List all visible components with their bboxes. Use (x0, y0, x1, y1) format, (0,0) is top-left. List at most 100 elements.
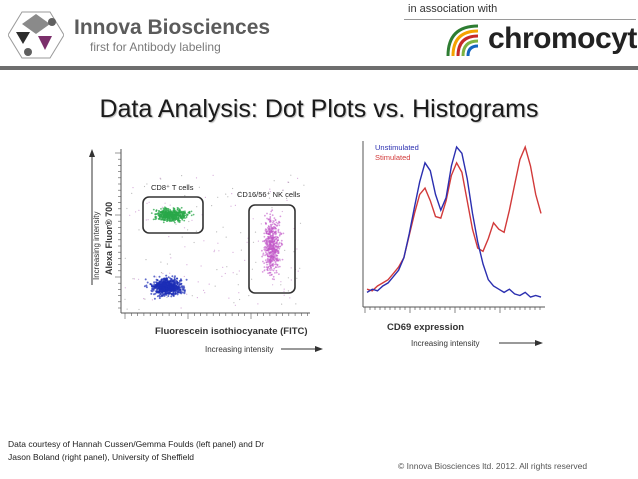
dot-plot-event (239, 298, 241, 301)
dot-plot-event (225, 193, 227, 195)
dot-plot-event (185, 278, 188, 281)
dot-plot-event (275, 238, 278, 240)
dot-plot-event (238, 292, 240, 294)
dot-plot-event (164, 217, 167, 220)
dot-plot-event (147, 219, 149, 221)
association-divider (404, 19, 636, 20)
dot-plot-event (200, 265, 202, 267)
dot-plot-x-arrowhead (315, 346, 323, 352)
dot-plot-event (265, 261, 268, 264)
dot-plot-event (204, 292, 206, 294)
dot-plot-event (173, 293, 176, 296)
dot-plot-event (268, 197, 271, 199)
dot-plot-event (165, 274, 168, 277)
dot-plot-event (272, 269, 275, 272)
dot-plot-event (170, 210, 172, 212)
dot-plot-event (261, 271, 264, 273)
dot-plot-event (216, 231, 218, 233)
dot-plot-event (162, 293, 165, 296)
dot-plot-event (270, 210, 273, 213)
dot-plot-event (213, 251, 215, 253)
dot-plot-event (265, 230, 268, 233)
dot-plot-event (296, 248, 298, 250)
dot-plot-event (160, 283, 163, 286)
gate-cd8-t-cells (142, 196, 204, 234)
dot-plot-y-label-main: Alexa Fluor® 700 (104, 202, 114, 275)
dot-plot-event (187, 229, 189, 231)
dot-plot-event (132, 278, 134, 280)
dot-plot-event (268, 236, 270, 239)
dot-plot-event (170, 214, 173, 217)
association-label: in association with (408, 3, 498, 15)
dot-plot-event (173, 278, 176, 281)
dot-plot-event (266, 227, 269, 229)
dot-plot-event (160, 278, 163, 281)
dot-plot-event (280, 284, 282, 286)
innova-hexagon-logo-icon (8, 11, 64, 59)
dot-plot-event (158, 210, 160, 212)
dot-plot-event (184, 217, 186, 219)
dot-plot-event (181, 236, 183, 238)
dot-plot-event (264, 228, 267, 230)
dot-plot-event (273, 278, 275, 281)
dot-plot-event (279, 260, 281, 262)
dot-plot-event (171, 211, 174, 214)
dot-plot-event (145, 284, 148, 287)
dot-plot-event (166, 279, 169, 282)
dot-plot-event (221, 275, 223, 277)
dot-plot-event (175, 215, 178, 218)
dot-plot-event (217, 196, 219, 198)
dot-plot-event (269, 191, 271, 193)
dot-plot-event (269, 217, 272, 220)
dot-plot-event (166, 220, 168, 222)
dot-plot-event (176, 291, 179, 294)
dot-plot-event (169, 290, 172, 293)
dot-plot-event (270, 259, 273, 262)
dot-plot-event (138, 209, 140, 211)
dot-plot-event (274, 272, 276, 274)
dot-plot-event (170, 257, 172, 259)
dot-plot-event (150, 212, 153, 214)
dot-plot-event (260, 223, 262, 225)
dot-plot-event (146, 183, 148, 185)
dot-plot-event (172, 280, 175, 283)
dot-plot-event (278, 234, 281, 237)
dot-plot-event (165, 215, 167, 218)
dot-plot-event (161, 206, 163, 208)
dot-plot-event (264, 249, 267, 252)
dot-plot-event (144, 278, 147, 281)
dot-plot-event (271, 209, 274, 212)
dot-plot-event (299, 267, 301, 269)
dot-plot-event (171, 275, 174, 278)
dot-plot-event (203, 289, 205, 291)
histogram-x-label-sub: Increasing intensity (411, 339, 479, 348)
dot-plot-event (240, 232, 242, 234)
dot-plot-event (238, 270, 240, 272)
dot-plot-event (167, 281, 170, 283)
dot-plot-event (271, 223, 274, 226)
dot-plot-event (273, 250, 275, 252)
dot-plot-event (211, 205, 213, 207)
dot-plot-event (270, 220, 272, 223)
dot-plot-event (144, 298, 146, 300)
dot-plot-event (275, 241, 278, 244)
dot-plot-event (124, 257, 126, 259)
dot-plot-event (271, 228, 274, 231)
data-credit: Data courtesy of Hannah Cussen/Gemma Fou… (8, 438, 318, 464)
dot-plot-event (178, 281, 181, 284)
dot-plot-event (273, 238, 276, 241)
dot-plot-event (192, 213, 195, 216)
dot-plot-event (159, 177, 161, 179)
dot-plot-event (176, 289, 179, 292)
dot-plot-event (132, 187, 134, 189)
dot-plot-event (178, 219, 181, 222)
dot-plot-event (262, 254, 264, 256)
dot-plot-event (240, 249, 242, 251)
dot-plot-event (170, 293, 173, 295)
gate-cd8-label: CD8⁺ T cells (151, 183, 194, 192)
dot-plot-event (213, 249, 216, 251)
dot-plot-event (166, 291, 169, 294)
dot-plot-event (176, 219, 179, 222)
dot-plot-event (274, 219, 277, 221)
dot-plot-event (184, 212, 186, 215)
